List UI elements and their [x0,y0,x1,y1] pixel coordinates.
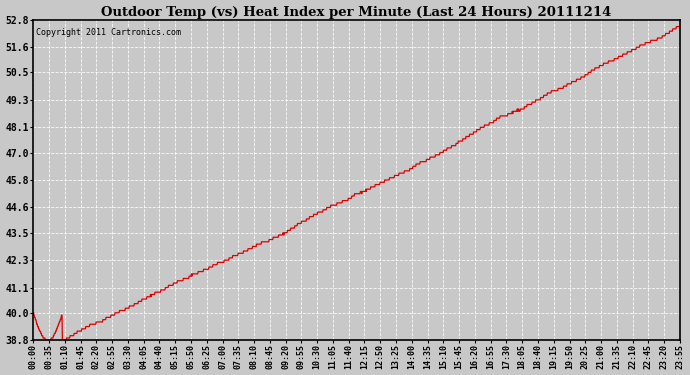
Title: Outdoor Temp (vs) Heat Index per Minute (Last 24 Hours) 20111214: Outdoor Temp (vs) Heat Index per Minute … [101,6,612,18]
Text: Copyright 2011 Cartronics.com: Copyright 2011 Cartronics.com [37,28,181,37]
